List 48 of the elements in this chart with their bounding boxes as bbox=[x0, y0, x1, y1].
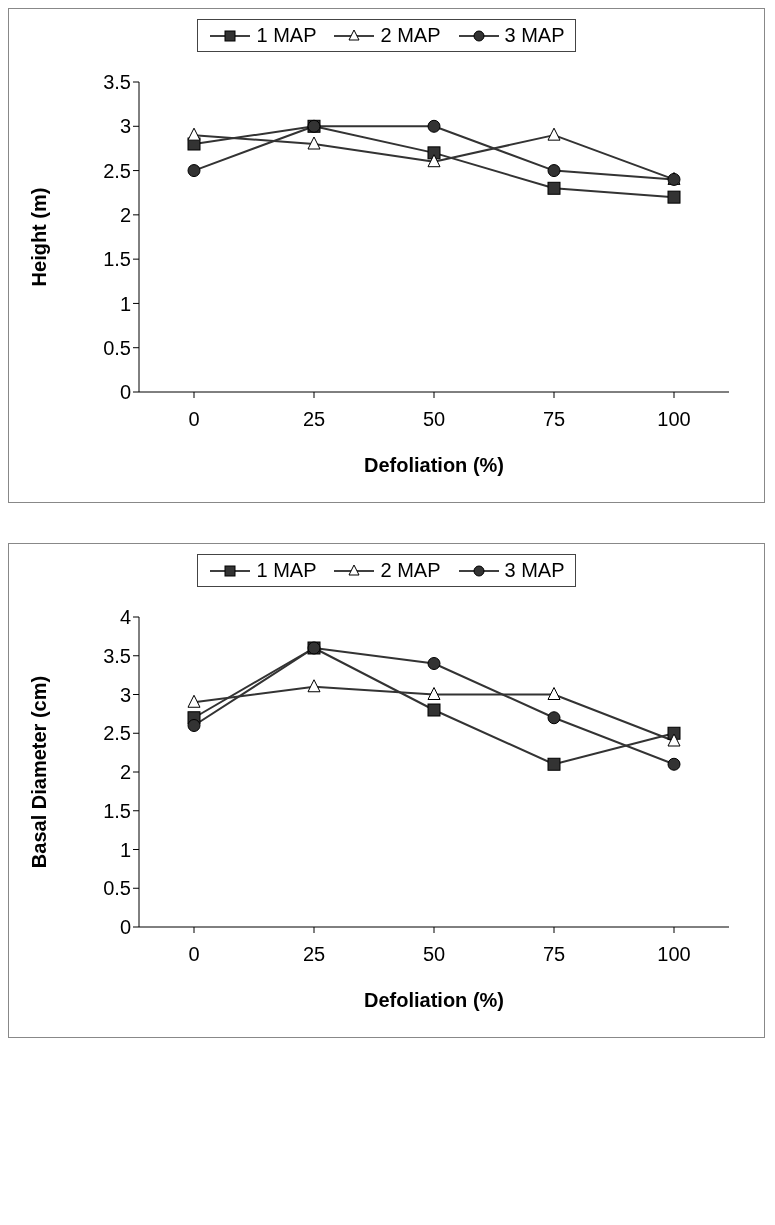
y-tick-label: 2.5 bbox=[103, 159, 131, 182]
point bbox=[187, 719, 201, 732]
point bbox=[427, 119, 441, 133]
legend-label: 2 MAP bbox=[380, 559, 441, 582]
y-tick-label: 2 bbox=[119, 761, 131, 784]
y-tick-label: 3 bbox=[119, 115, 131, 138]
y-tick-label: 0.5 bbox=[103, 336, 131, 359]
y-tick-label: 1.5 bbox=[103, 248, 131, 271]
y-tick-label: 3 bbox=[119, 683, 131, 706]
point bbox=[667, 757, 681, 771]
y-tick-label: 0.5 bbox=[103, 877, 131, 900]
point bbox=[547, 181, 561, 195]
x-tick-label: 25 bbox=[302, 943, 326, 966]
legend-label: 1 MAP bbox=[256, 24, 317, 47]
x-tick-label: 50 bbox=[422, 408, 446, 431]
x-tick-label: 50 bbox=[422, 943, 446, 966]
point bbox=[547, 164, 561, 178]
x-axis-title: Defoliation (%) bbox=[364, 454, 504, 476]
y-tick-label: 2 bbox=[119, 203, 131, 226]
x-tick-label: 100 bbox=[657, 408, 691, 431]
y-tick-label: 0 bbox=[119, 381, 131, 404]
x-tick-label: 0 bbox=[188, 408, 200, 431]
point bbox=[187, 164, 201, 178]
x-tick-label: 100 bbox=[657, 943, 691, 966]
point bbox=[427, 703, 441, 717]
y-tick-label: 1.5 bbox=[103, 799, 131, 822]
y-tick-label: 4 bbox=[119, 606, 131, 629]
y-tick-label: 0 bbox=[119, 916, 131, 939]
y-tick-label: 1 bbox=[119, 292, 131, 315]
legend-label: 2 MAP bbox=[380, 24, 441, 47]
y-axis-title: Basal Diameter (cm) bbox=[28, 675, 51, 869]
x-tick-label: 25 bbox=[302, 408, 326, 431]
legend-label: 3 MAP bbox=[504, 24, 565, 47]
legend-label: 1 MAP bbox=[256, 559, 317, 582]
x-tick-label: 75 bbox=[542, 943, 566, 966]
point bbox=[547, 711, 561, 725]
point bbox=[427, 657, 441, 670]
x-axis-title: Defoliation (%) bbox=[364, 989, 504, 1011]
point bbox=[667, 190, 681, 204]
legend-label: 3 MAP bbox=[504, 559, 565, 582]
x-tick-label: 75 bbox=[542, 408, 566, 431]
point bbox=[547, 757, 561, 771]
y-tick-label: 1 bbox=[119, 838, 131, 861]
x-tick-label: 0 bbox=[188, 943, 200, 966]
y-tick-label: 3.5 bbox=[103, 644, 131, 667]
y-tick-label: 2.5 bbox=[103, 722, 131, 745]
y-axis-title: Height (m) bbox=[28, 187, 51, 287]
y-tick-label: 3.5 bbox=[103, 71, 131, 94]
